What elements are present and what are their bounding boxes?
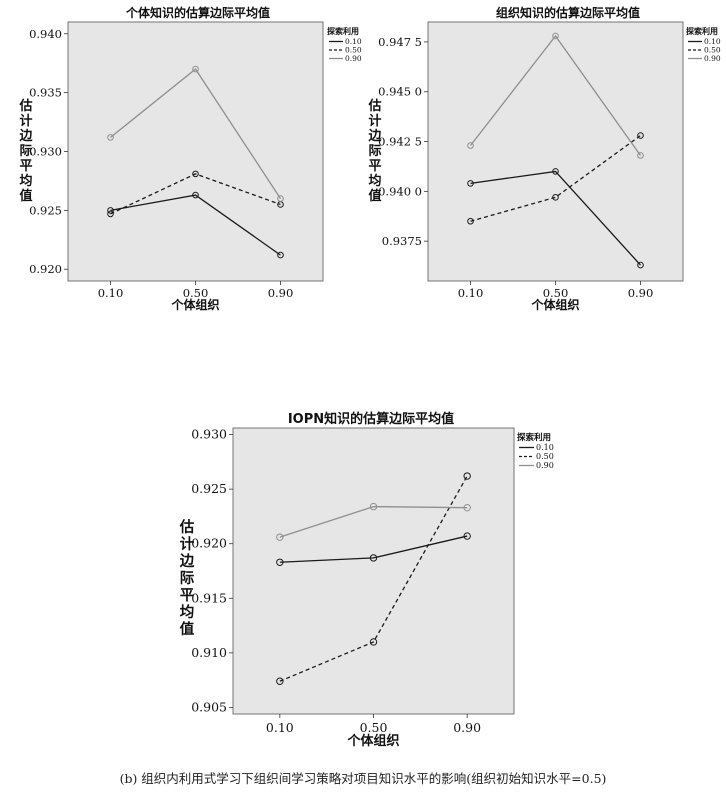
legend-label: 0.90: [345, 54, 362, 63]
chart-title: IOPN知识的估算边际平均值: [288, 411, 454, 427]
data-point: [552, 194, 559, 201]
data-point: [192, 191, 199, 199]
x-tick-label: 0.10: [458, 286, 484, 300]
data-point: [277, 251, 284, 259]
data-point: [637, 152, 644, 159]
y-tick-label: 0.940 0: [378, 184, 422, 198]
x-tick-label: 0.10: [98, 286, 124, 300]
legend-title: 探索利用: [327, 26, 359, 36]
y-tick-label: 0.925: [191, 481, 227, 496]
data-point: [277, 195, 284, 202]
plot-area: [67, 21, 324, 282]
data-point: [107, 207, 114, 214]
x-tick-label: 0.50: [360, 720, 388, 735]
x-tick-label: 0.90: [628, 286, 654, 300]
legend-title: 探索利用: [686, 26, 718, 36]
data-point: [192, 170, 199, 178]
figure-caption: (b) 组织内利用式学习下组织间学习策略对项目知识水平的影响(组织初始知识水平=…: [119, 771, 607, 786]
series-line-0.50: [470, 135, 641, 222]
legend-label: 0.10: [704, 37, 721, 46]
y-tick-label: 0.915: [191, 590, 227, 605]
data-point: [107, 210, 114, 218]
series-line-0.10: [279, 535, 468, 563]
y-tick-label: 0.935: [29, 86, 62, 100]
data-point: [552, 32, 559, 40]
legend-title: 探索利用: [517, 432, 551, 443]
legend-label: 0.90: [536, 461, 554, 470]
chart-title: 个体知识的估算边际平均值: [125, 5, 270, 20]
data-point: [369, 638, 378, 646]
y-tick-label: 0.945 0: [378, 85, 422, 99]
legend-label: 0.50: [345, 46, 362, 55]
data-point: [276, 533, 284, 541]
series-line-0.90: [110, 68, 282, 199]
data-point: [192, 65, 199, 73]
y-tick-label: 0.905: [191, 699, 227, 714]
y-tick-label: 0.930: [191, 427, 227, 442]
series-line-0.90: [469, 34, 642, 156]
series-line-0.10: [110, 194, 281, 256]
x-tick-label: 0.90: [268, 286, 294, 300]
data-point: [107, 134, 114, 141]
data-point: [369, 502, 378, 511]
x-tick-label: 0.50: [543, 286, 569, 300]
y-tick-label: 0.925: [29, 203, 62, 217]
x-axis-label: 个体组织: [170, 297, 219, 312]
y-tick-label: 0.9375: [382, 234, 422, 248]
plot-area: [427, 21, 684, 282]
legend-label: 0.50: [704, 46, 721, 55]
x-tick-label: 0.50: [183, 286, 209, 300]
series-line-0.90: [279, 505, 468, 538]
y-axis-label: 估计边际平均值: [179, 518, 195, 638]
data-point: [637, 132, 644, 139]
y-tick-label: 0.947 5: [378, 35, 422, 49]
data-point: [637, 261, 644, 269]
y-axis-label: 估计边际平均值: [18, 98, 33, 204]
y-tick-label: 0.940: [29, 27, 62, 41]
data-point: [463, 472, 471, 480]
y-tick-label: 0.942 5: [378, 135, 422, 149]
data-point: [467, 142, 474, 149]
data-point: [467, 180, 474, 187]
x-axis-label: 个体组织: [346, 733, 399, 749]
data-point: [467, 217, 474, 225]
y-axis-label: 估计边际平均值: [367, 98, 382, 204]
chart-title: 组织知识的估算边际平均值: [496, 5, 640, 20]
data-point: [463, 532, 471, 540]
series-line-0.50: [110, 173, 281, 215]
x-tick-label: 0.10: [266, 720, 294, 735]
y-tick-label: 0.920: [29, 262, 62, 276]
legend-label: 0.10: [345, 37, 362, 46]
x-axis-label: 个体组织: [530, 297, 579, 312]
legend-label: 0.10: [536, 443, 554, 452]
series-line-0.10: [470, 170, 641, 266]
data-point: [463, 503, 471, 512]
data-point: [552, 168, 559, 175]
chart-3: IOPN知识的估算边际平均值 0.905 0.910 0.915 0.920 0.925 0…: [179, 411, 554, 749]
data-point: [276, 677, 284, 685]
chart-2: 组织知识的估算边际平均值 0.9375 0.940 0 0.942 5 0.945 0 0…: [367, 5, 720, 312]
y-tick-label: 0.920: [191, 536, 227, 551]
y-tick-label: 0.930: [29, 145, 62, 159]
chart-1: 个体知识的估算边际平均值 0.920 0.925 0.930 0.935 0.940 0.1…: [18, 5, 361, 312]
legend-label: 0.50: [536, 452, 554, 461]
legend-label: 0.90: [704, 54, 721, 63]
x-tick-label: 0.90: [453, 720, 481, 735]
y-tick-label: 0.910: [191, 645, 227, 660]
plot-area: [232, 427, 515, 715]
series-line-0.50: [279, 475, 468, 682]
data-point: [276, 558, 284, 566]
data-point: [369, 554, 378, 562]
